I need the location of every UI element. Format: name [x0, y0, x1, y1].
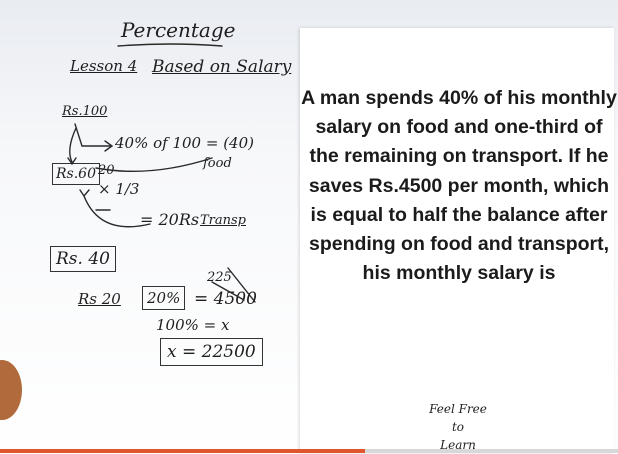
- board-topic: Based on Salary: [152, 57, 292, 77]
- note-food: food: [203, 156, 232, 171]
- note-equals-4500: = 4500: [194, 289, 257, 309]
- note-rs100: Rs.100: [62, 104, 108, 119]
- note-transport: Transp: [200, 213, 247, 228]
- logo-line-2: to: [451, 420, 465, 434]
- board-lesson: Lesson 4: [70, 57, 138, 75]
- presenter-arm: [0, 360, 22, 420]
- note-20-percent: 20%: [142, 286, 186, 310]
- note-rs20: Rs 20: [78, 290, 121, 308]
- channel-logo: Feel Free to Learn: [425, 400, 491, 454]
- note-100-percent-x: 100% = x: [156, 316, 230, 334]
- logo-line-3: Learn: [440, 438, 476, 452]
- board-title: Percentage: [121, 18, 236, 42]
- note-20: 20: [98, 163, 115, 178]
- logo-line-1: Feel Free: [429, 402, 487, 416]
- note-answer: x = 22500: [160, 338, 263, 366]
- note-rs40: Rs. 40: [50, 246, 116, 272]
- note-rs60: Rs.60: [52, 163, 100, 185]
- note-225: 225: [207, 270, 232, 285]
- question-panel: [300, 28, 614, 453]
- note-40-of-100: 40% of 100 = (40): [115, 134, 254, 152]
- board-ink-strokes: [67, 43, 256, 303]
- video-progress-fill[interactable]: [0, 449, 365, 453]
- note-20rs: = 20Rs: [140, 210, 200, 229]
- note-times-third: × 1/3: [98, 180, 140, 198]
- question-text: A man spends 40% of his monthly salary o…: [301, 87, 617, 285]
